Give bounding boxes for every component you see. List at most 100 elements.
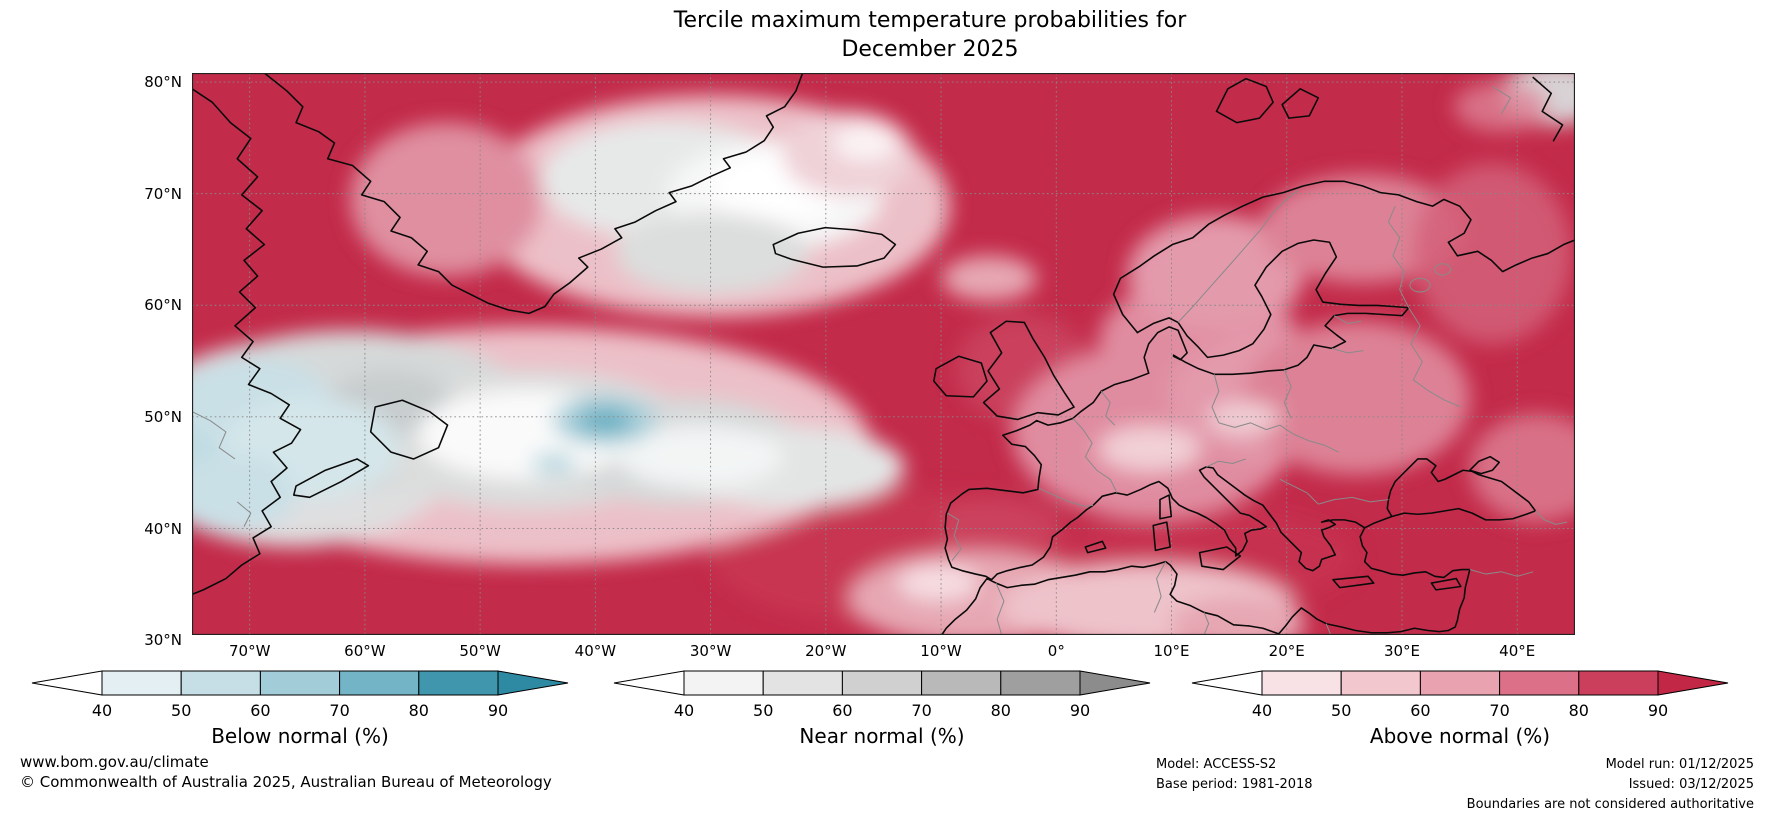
coast-marmara — [1363, 515, 1393, 529]
colorbar-tick-label: 70 — [329, 701, 349, 720]
lon-tick-label: 20°E — [1268, 642, 1305, 660]
colorbar-above: 40 50 60 70 80 90 Above normal (%) — [1190, 670, 1730, 748]
coast-turkey-levant-africa-east — [1277, 527, 1471, 635]
coast-balearics — [1084, 540, 1107, 554]
coast-greenland — [263, 73, 804, 315]
lat-tick-label: 60°N — [144, 296, 182, 315]
colorbar-segment — [180, 670, 261, 696]
colorbar-tick-label: 90 — [488, 701, 508, 720]
colorbar-below: 40 50 60 70 80 90 Below normal (%) — [30, 670, 570, 748]
colorbar-tick-label: 80 — [409, 701, 429, 720]
coast-azov-sea — [1469, 455, 1501, 475]
colorbar-left-arrow — [1191, 670, 1263, 696]
colorbar-segment — [1499, 670, 1580, 696]
grid-lines — [192, 73, 1575, 635]
coast-sicily — [1198, 546, 1242, 571]
lon-tick-label: 40°W — [574, 642, 617, 660]
lat-tick-label: 80°N — [144, 73, 182, 91]
colorbar-left-arrow — [613, 670, 685, 696]
colorbar-segment — [1261, 670, 1342, 696]
coastlines — [192, 73, 1575, 635]
colorbar-segment — [921, 670, 1002, 696]
lon-tick-label: 40°E — [1499, 642, 1536, 660]
colorbar-tick-label: 90 — [1070, 701, 1090, 720]
coast-corsica — [1159, 494, 1173, 520]
title-line-2: December 2025 — [841, 36, 1019, 62]
lat-tick-label: 50°N — [144, 407, 182, 426]
coast-west-europe-mediterranean — [944, 372, 1366, 581]
colorbar-tick-label: 70 — [1489, 701, 1509, 720]
colorbar-tick-label: 80 — [1569, 701, 1589, 720]
colorbar-segment — [339, 670, 420, 696]
colorbar-graphic: 40 50 60 70 80 90 — [613, 670, 1151, 720]
footer-copyright: © Commonwealth of Australia 2025, Austra… — [20, 773, 552, 791]
colorbar-tick-label: 50 — [171, 701, 191, 720]
colorbar-near: 40 50 60 70 80 90 Near normal (%) — [612, 670, 1152, 748]
coast-baltic — [1136, 239, 1410, 376]
map-panel — [192, 73, 1575, 635]
colorbar-tick-label: 90 — [1648, 701, 1668, 720]
coast-crete — [1332, 575, 1375, 589]
coast-newfoundland — [369, 399, 449, 460]
lon-tick-label: 30°E — [1383, 642, 1421, 660]
map-frame — [192, 73, 1575, 635]
footer-website: www.bom.gov.au/climate — [20, 753, 209, 771]
coast-black-sea — [1386, 458, 1537, 521]
colorbar-title: Below normal (%) — [211, 724, 389, 748]
lat-tick-label: 40°N — [144, 519, 182, 538]
country-borders — [192, 86, 1568, 635]
title-line-1: Tercile maximum temperature probabilitie… — [673, 8, 1187, 33]
lon-tick-label: 50°W — [459, 642, 501, 660]
colorbar-segment — [1578, 670, 1659, 696]
colorbar-graphic: 40 50 60 70 80 90 — [1191, 670, 1729, 720]
colorbar-segment — [841, 670, 923, 696]
footer-base-period: Base period: 1981-2018 — [1156, 777, 1313, 792]
colorbar-segment — [1000, 670, 1081, 696]
map-canvas — [192, 73, 1575, 635]
colorbar-tick-label: 40 — [92, 701, 112, 720]
lake-onega — [1434, 263, 1452, 276]
footer-run-block: Model run: 01/12/2025 Issued: 03/12/2025… — [1467, 755, 1754, 815]
coast-north-africa-west — [940, 560, 1280, 635]
colorbar-tick-label: 60 — [1410, 701, 1430, 720]
colorbar-segment — [683, 670, 764, 696]
footer-model-block: Model: ACCESS-S2 Base period: 1981-2018 — [1156, 755, 1313, 795]
lon-tick-label: 10°E — [1153, 642, 1190, 660]
lon-tick-label: 60°W — [344, 642, 386, 660]
lat-tick-label: 70°N — [144, 184, 182, 203]
colorbar-segment — [1419, 670, 1501, 696]
colorbar-title: Above normal (%) — [1369, 724, 1551, 748]
colorbar-segment — [101, 670, 182, 696]
colorbar-right-arrow — [1657, 670, 1729, 696]
colorbar-tick-label: 50 — [1331, 701, 1351, 720]
coast-nova-scotia — [292, 458, 370, 499]
lon-tick-label: 20°W — [805, 642, 847, 660]
colorbar-tick-label: 40 — [674, 701, 694, 720]
colorbar-tick-label: 70 — [911, 701, 931, 720]
lon-tick-label: 70°W — [228, 642, 271, 660]
coast-ireland — [933, 355, 988, 398]
lat-tick-label: 30°N — [144, 631, 182, 650]
coast-svalbard — [1215, 77, 1274, 124]
coast-denmark — [1143, 326, 1188, 374]
colorbar-right-arrow — [1079, 670, 1151, 696]
colorbar-tick-label: 60 — [250, 701, 270, 720]
colorbar-graphic: 40 50 60 70 80 90 — [31, 670, 569, 720]
colorbar-right-arrow — [497, 670, 569, 696]
lon-tick-label: 0° — [1047, 642, 1065, 660]
lake-ladoga — [1409, 277, 1431, 293]
coast-norway-arctic — [1112, 180, 1575, 334]
colorbar-tick-label: 60 — [832, 701, 852, 720]
colorbar-segment — [762, 670, 843, 696]
coast-britain — [982, 320, 1075, 421]
colorbar-title: Near normal (%) — [799, 724, 965, 748]
footer-issued: Issued: 03/12/2025 — [1628, 777, 1754, 792]
lon-tick-label: 30°W — [689, 642, 732, 660]
coast-cyprus — [1430, 577, 1462, 591]
colorbar-tick-label: 50 — [753, 701, 773, 720]
lon-tick-label: 10°W — [920, 642, 962, 660]
colorbar-left-arrow — [31, 670, 103, 696]
footer-left: www.bom.gov.au/climate © Commonwealth of… — [20, 752, 552, 792]
probability-field — [192, 73, 1575, 635]
